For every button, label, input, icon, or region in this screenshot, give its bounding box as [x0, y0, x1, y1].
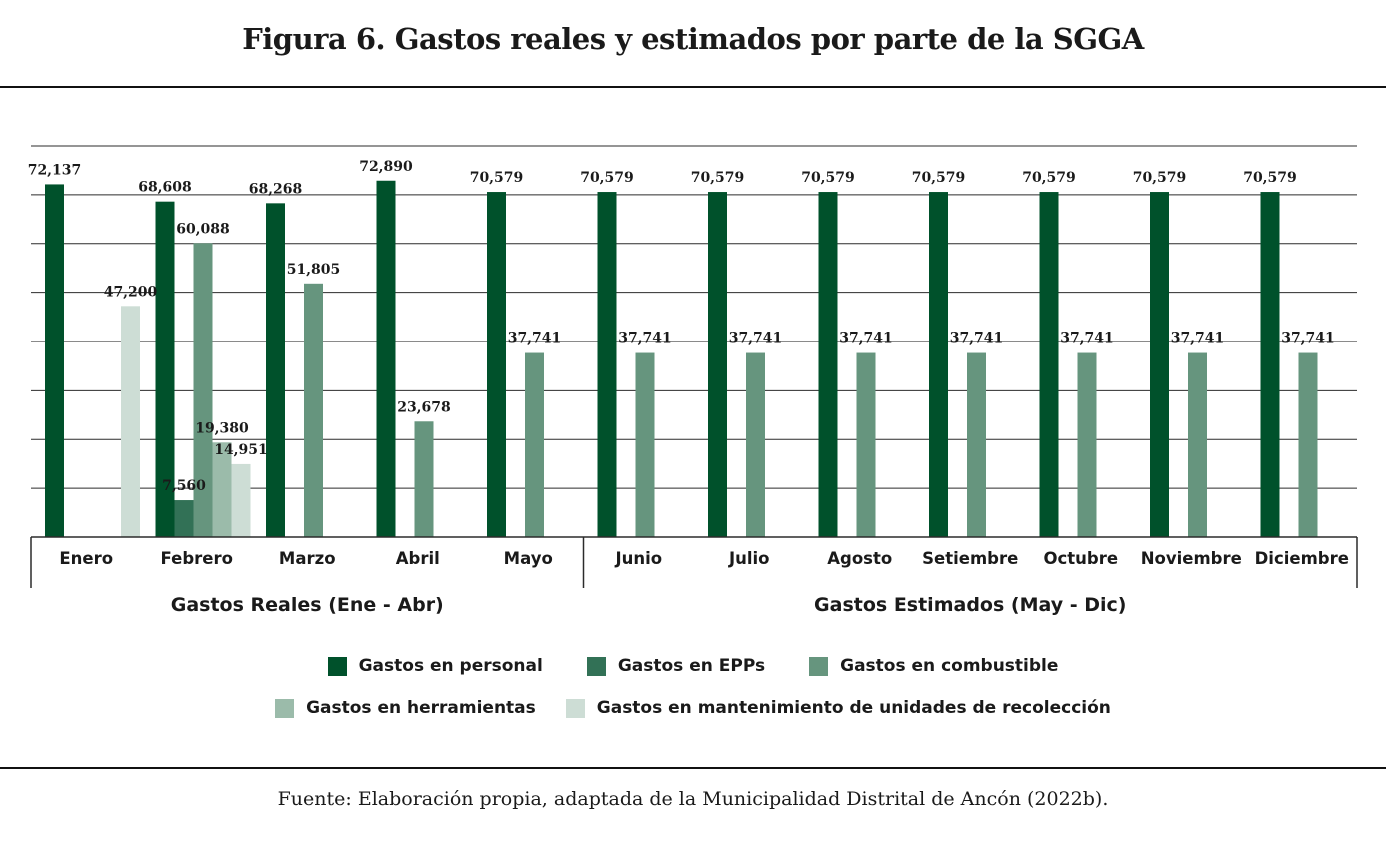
bar-marzo-series-2	[304, 283, 323, 537]
figure-title: Figura 6. Gastos reales y estimados por …	[242, 22, 1144, 56]
bar-febrero-series-0	[155, 201, 175, 537]
data-label-noviembre-series-0: 70,579	[1133, 170, 1187, 186]
bar-julio-series-2	[746, 352, 765, 537]
legend-item: Gastos en mantenimiento de unidades de r…	[565, 698, 1111, 718]
bar-marzo-series-0	[266, 203, 285, 537]
bar-mayo-series-0	[487, 192, 506, 537]
bar-setiembre-series-0	[929, 192, 948, 537]
bar-noviembre-series-2	[1188, 352, 1207, 537]
legend-item: Gastos en EPPs	[586, 656, 766, 676]
legend-label: Gastos en mantenimiento de unidades de r…	[596, 698, 1111, 718]
bar-agosto-series-2	[856, 352, 876, 537]
x-tick-label-enero: Enero	[59, 549, 113, 568]
data-label-agosto-series-0: 70,579	[801, 170, 855, 186]
legend-row-1: Gastos en personal Gastos en EPPs Gastos e…	[0, 656, 1386, 676]
legend-label: Gastos en EPPs	[617, 656, 766, 676]
data-label-mayo-series-0: 70,579	[470, 170, 524, 186]
bar-agosto-series-0	[818, 192, 838, 537]
bar-abril-series-2	[414, 421, 434, 537]
x-tick-label-marzo: Marzo	[279, 549, 336, 568]
x-tick-label-abril: Abril	[396, 549, 440, 568]
data-label-setiembre-series-2: 37,741	[950, 331, 1004, 347]
data-label-abril-series-2: 23,678	[397, 399, 451, 415]
data-label-febrero-series-0: 68,608	[138, 180, 192, 196]
data-label-enero-series-4: 47,200	[104, 284, 158, 300]
bar-abril-series-0	[376, 180, 396, 537]
group-label-reales: Gastos Reales (Ene - Abr)	[171, 594, 444, 616]
data-label-julio-series-2: 37,741	[729, 331, 783, 347]
x-tick-label-febrero: Febrero	[161, 549, 233, 568]
data-label-febrero-series-3: 19,380	[195, 420, 249, 436]
bottom-rule	[0, 767, 1386, 769]
x-tick-label-junio: Junio	[614, 549, 662, 568]
data-label-setiembre-series-0: 70,579	[912, 170, 966, 186]
data-label-noviembre-series-2: 37,741	[1171, 331, 1225, 347]
data-label-diciembre-series-2: 37,741	[1281, 331, 1335, 347]
x-tick-label-setiembre: Setiembre	[922, 549, 1018, 568]
data-label-julio-series-0: 70,579	[691, 170, 745, 186]
bar-julio-series-0	[708, 192, 727, 537]
legend-swatch	[565, 698, 585, 718]
bar-febrero-series-3	[212, 442, 232, 537]
bar-febrero-series-4	[231, 463, 251, 537]
bar-enero-series-0	[45, 184, 64, 537]
legend-swatch	[275, 698, 295, 718]
bar-octubre-series-2	[1077, 352, 1097, 537]
legend-item: Gastos en personal	[327, 656, 543, 676]
legend-item: Gastos en combustible	[809, 656, 1058, 676]
bar-chart: 72,137 47,200 68,608 7,560 60,088 19,380 14,95…	[28, 145, 1358, 616]
legend-swatch	[586, 656, 606, 676]
legend-swatch	[809, 656, 829, 676]
x-tick-label-diciembre: Diciembre	[1255, 549, 1349, 568]
data-label-agosto-series-2: 37,741	[839, 331, 893, 347]
data-label-febrero-series-2: 60,088	[176, 221, 230, 237]
bar-junio-series-0	[597, 192, 617, 537]
data-label-junio-series-0: 70,579	[580, 170, 634, 186]
data-label-junio-series-2: 37,741	[618, 331, 672, 347]
data-label-diciembre-series-0: 70,579	[1243, 170, 1297, 186]
x-tick-label-octubre: Octubre	[1043, 549, 1118, 568]
data-label-enero-series-0: 72,137	[28, 162, 82, 178]
data-label-octubre-series-0: 70,579	[1022, 170, 1076, 186]
x-tick-label-agosto: Agosto	[827, 549, 892, 568]
bar-noviembre-series-0	[1150, 192, 1169, 537]
bar-octubre-series-0	[1039, 192, 1059, 537]
bar-setiembre-series-2	[967, 352, 986, 537]
x-tick-label-noviembre: Noviembre	[1141, 549, 1242, 568]
legend-label: Gastos en combustible	[840, 656, 1059, 676]
bar-febrero-series-1	[174, 500, 194, 537]
x-tick-label-julio: Julio	[728, 549, 770, 568]
bar-junio-series-2	[635, 352, 655, 537]
data-label-octubre-series-2: 37,741	[1060, 331, 1114, 347]
top-rule	[0, 86, 1386, 88]
bar-diciembre-series-2	[1298, 352, 1318, 537]
bar-diciembre-series-0	[1260, 192, 1280, 537]
data-label-mayo-series-2: 37,741	[508, 331, 562, 347]
data-label-febrero-series-1: 7,560	[162, 478, 206, 494]
legend-swatch	[327, 656, 347, 676]
data-label-febrero-series-4: 14,951	[214, 442, 268, 458]
bar-mayo-series-2	[525, 352, 544, 537]
data-label-marzo-series-0: 68,268	[249, 181, 303, 197]
x-tick-label-mayo: Mayo	[504, 549, 553, 568]
legend-row-2: Gastos en herramientas Gastos en mantenim…	[0, 698, 1386, 718]
bar-febrero-series-2	[193, 243, 213, 538]
legend-label: Gastos en herramientas	[306, 698, 536, 718]
bar-enero-series-4	[121, 306, 140, 537]
data-label-marzo-series-2: 51,805	[287, 262, 341, 278]
data-label-abril-series-0: 72,890	[359, 159, 413, 175]
legend-label: Gastos en personal	[358, 656, 543, 676]
legend-item: Gastos en herramientas	[275, 698, 536, 718]
source-note: Fuente: Elaboración propia, adaptada de …	[277, 788, 1109, 810]
group-label-estimados: Gastos Estimados (May - Dic)	[814, 594, 1126, 616]
